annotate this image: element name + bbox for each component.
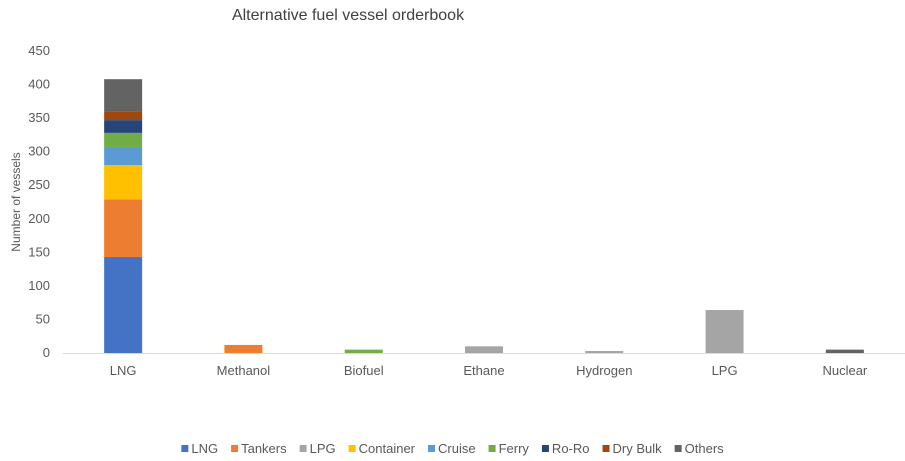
y-tick-label: 150	[28, 244, 50, 259]
legend-item: Cruise	[428, 441, 476, 456]
legend-item: Ro-Ro	[541, 441, 590, 456]
legend-swatch	[602, 445, 610, 452]
y-tick-label: 100	[28, 278, 50, 293]
legend-label: LPG	[310, 441, 336, 456]
legend-label: Dry Bulk	[613, 441, 663, 456]
legend-label: Cruise	[438, 441, 476, 456]
bar-segment	[104, 165, 143, 200]
legend-swatch	[181, 445, 189, 452]
y-tick-label: 0	[43, 345, 50, 360]
x-axis-ticks: LNG Methanol Biofuel Ethane Hydrogen LPG Nucle…	[110, 363, 868, 378]
y-tick-label: 50	[36, 311, 50, 326]
legend-swatch	[674, 445, 682, 452]
y-tick-label: 200	[28, 211, 50, 226]
x-tick-label: LNG	[110, 363, 137, 378]
y-axis-ticks: 0 50 100 150 200 250 300 350 400 450	[28, 43, 50, 360]
bar-segment	[585, 350, 624, 353]
legend-label: Tankers	[241, 441, 287, 456]
bar-segment	[104, 132, 143, 147]
bar-segment	[465, 346, 503, 353]
legend-swatch	[231, 445, 239, 452]
legend-item: Ferry	[488, 441, 530, 456]
y-tick-label: 300	[28, 144, 50, 159]
legend-label: Others	[685, 441, 725, 456]
bar-segment	[705, 310, 744, 353]
legend-item: LNG	[181, 441, 218, 456]
bar-segment	[344, 349, 383, 353]
y-tick-label: 350	[28, 110, 50, 125]
bar-segment	[104, 111, 143, 121]
legend-swatch	[541, 445, 549, 452]
legend-label: Ro-Ro	[552, 441, 590, 456]
legend-item: LPG	[299, 441, 336, 456]
legend-item: Others	[674, 441, 725, 456]
x-tick-label: Hydrogen	[576, 363, 632, 378]
bar-segment	[104, 120, 143, 133]
y-tick-label: 250	[28, 177, 50, 192]
x-tick-label: Nuclear	[822, 363, 867, 378]
x-tick-label: Methanol	[217, 363, 271, 378]
x-tick-label: Biofuel	[344, 363, 384, 378]
legend-swatch	[428, 445, 436, 452]
bar-segment	[104, 79, 143, 112]
y-axis-label: Number of vessels	[9, 152, 23, 251]
bar-segment	[825, 349, 864, 353]
legend-label: Container	[359, 441, 416, 456]
legend: LNG Tankers LPG Container Cruise Ferry Ro-Ro Dr…	[181, 441, 724, 456]
x-tick-label: LPG	[712, 363, 738, 378]
legend-label: LNG	[191, 441, 218, 456]
legend-label: Ferry	[499, 441, 530, 456]
legend-swatch	[348, 445, 356, 452]
x-tick-label: Ethane	[463, 363, 504, 378]
chart-title: Alternative fuel vessel orderbook	[232, 7, 465, 24]
bar-segment	[104, 257, 143, 353]
bar-segment	[104, 199, 143, 258]
y-tick-label: 450	[28, 43, 50, 58]
y-tick-label: 400	[28, 77, 50, 92]
legend-item: Dry Bulk	[602, 441, 663, 456]
legend-item: Tankers	[231, 441, 287, 456]
legend-item: Container	[348, 441, 416, 456]
bars-group	[104, 79, 864, 353]
legend-swatch	[299, 445, 307, 452]
legend-swatch	[488, 445, 496, 452]
bar-segment	[104, 146, 143, 166]
bar-segment	[224, 344, 263, 353]
